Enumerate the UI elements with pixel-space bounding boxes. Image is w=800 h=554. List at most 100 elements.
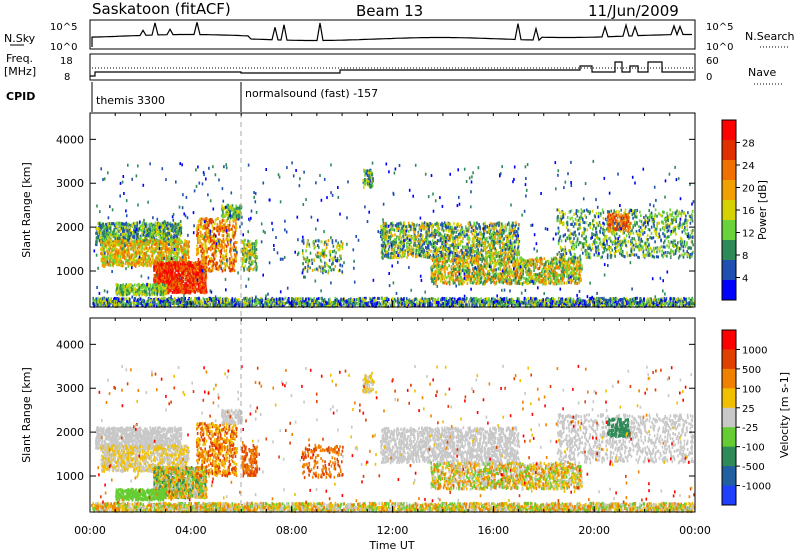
echo-cell [155,278,158,282]
echo-cell [316,238,319,242]
echo-cell [126,250,128,254]
echo-cell [144,222,146,226]
echo-cell [405,238,408,242]
echo-cell [183,287,185,291]
echo-cell [115,243,117,247]
echo-cell [120,236,122,240]
echo-cell [166,274,168,278]
echo-cell [144,224,147,228]
echo-cell [516,248,519,251]
echo-cell [124,285,127,288]
echo-cell [159,236,162,240]
echo-cell [109,237,112,241]
echo-cell [196,267,199,270]
echo-cell [176,275,179,279]
echo-cell [162,225,164,229]
echo-cell [137,239,140,243]
echo-cell [153,269,155,272]
echo-cell [223,226,225,230]
echo-cell [197,236,200,240]
echo-cell [216,267,218,271]
echo-cell [142,226,144,230]
echo-cell [176,290,179,294]
echo-cell [496,252,499,256]
echo-cell [140,251,142,255]
echo-cell [244,238,246,242]
echo-cell [471,237,474,241]
echo-cell [127,235,130,239]
nave-label: Nave [748,66,776,79]
echo-cell [120,264,122,267]
echo-cell [428,243,431,247]
echo-cell [134,283,136,287]
echo-cell [106,254,109,258]
freq-tick-bottom: 8 [64,72,70,83]
echo-cell [171,290,174,294]
echo-cell [325,262,327,265]
echo-cell [484,221,486,225]
echo-cell [174,222,177,226]
echo-cell [196,288,198,292]
echo-cell [125,262,127,265]
echo-cell [309,251,312,255]
echo-cell [384,229,387,233]
echo-cell [109,256,112,260]
echo-cell [113,259,115,262]
echo-cell [414,255,417,259]
echo-cell [156,273,159,277]
echo-cell [178,261,181,265]
echo-cell [163,286,165,290]
echo-cell [513,255,516,259]
echo-cell [391,221,394,225]
echo-cell [232,230,234,234]
echo-cell [173,275,176,279]
echo-cell [225,225,227,229]
echo-cell [393,241,396,245]
echo-cell [133,226,136,230]
echo-cell [127,287,129,291]
echo-cell [166,285,169,289]
echo-cell [125,260,127,264]
echo-cell [250,256,252,260]
echo-cell [205,230,208,234]
echo-cell [200,268,202,272]
echo-cell [190,270,193,273]
echo-cell [114,243,116,247]
echo-cell [496,229,498,233]
echo-cell [119,293,122,297]
echo-cell [243,245,246,249]
echo-cell [194,271,197,275]
echo-cell [116,257,118,261]
echo-cell [166,264,169,268]
echo-cell [135,293,138,297]
echo-cell [112,258,114,262]
echo-cell [191,266,194,270]
echo-cell [200,231,202,235]
echo-cell [172,280,175,284]
echo-cell [167,254,170,258]
echo-cell [127,239,129,243]
echo-cell [186,275,189,279]
echo-cell [246,252,248,256]
echo-cell [189,269,191,273]
echo-cell [179,282,181,286]
echo-cell [389,228,392,232]
echo-cell [387,247,390,251]
echo-cell [223,219,225,223]
echo-cell [320,251,323,255]
echo-cell [172,262,175,266]
echo-cell [157,257,160,261]
echo-cell [134,262,137,266]
echo-cell [233,259,236,263]
echo-cell [143,254,145,258]
echo-cell [137,233,139,236]
echo-cell [150,250,152,254]
echo-cell [201,234,204,238]
echo-cell [149,222,152,226]
echo-cell [432,249,435,253]
echo-cell [338,248,341,252]
echo-cell [193,275,196,279]
echo-cell [494,226,497,230]
echo-cell [439,245,442,249]
echo-cell [168,232,171,236]
